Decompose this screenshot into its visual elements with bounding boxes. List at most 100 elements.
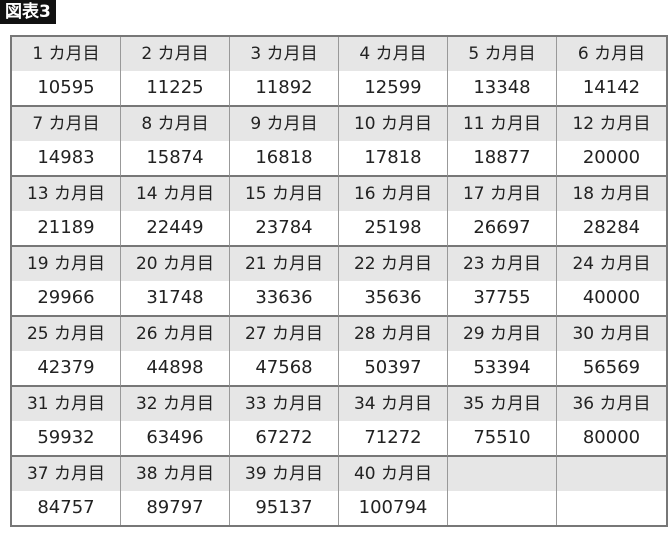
month-label: 30 カ月目 bbox=[557, 317, 666, 351]
month-label bbox=[557, 457, 666, 491]
table-cell: 4 カ月目 12599 bbox=[339, 37, 448, 107]
table-cell: 13 カ月目 21189 bbox=[12, 177, 121, 247]
table-cell: 16 カ月目 25198 bbox=[339, 177, 448, 247]
month-value: 15874 bbox=[121, 141, 229, 175]
table-cell: 33 カ月目 67272 bbox=[230, 387, 339, 457]
table-cell: 6 カ月目 14142 bbox=[557, 37, 666, 107]
month-label: 29 カ月目 bbox=[448, 317, 556, 351]
table-grid: 1 カ月目 10595 2 カ月目 11225 3 カ月目 11892 4 カ月目 12599… bbox=[12, 37, 666, 525]
table-cell: 10 カ月目 17818 bbox=[339, 107, 448, 177]
month-label: 14 カ月目 bbox=[121, 177, 229, 211]
month-label: 23 カ月目 bbox=[448, 247, 556, 281]
table-cell: 11 カ月目 18877 bbox=[448, 107, 557, 177]
month-value: 26697 bbox=[448, 211, 556, 245]
table-cell: 38 カ月目 89797 bbox=[121, 457, 230, 525]
month-value: 22449 bbox=[121, 211, 229, 245]
month-label: 31 カ月目 bbox=[12, 387, 120, 421]
month-label: 35 カ月目 bbox=[448, 387, 556, 421]
month-label: 22 カ月目 bbox=[339, 247, 447, 281]
month-value: 47568 bbox=[230, 351, 338, 385]
month-value: 50397 bbox=[339, 351, 447, 385]
table-cell: 40 カ月目 100794 bbox=[339, 457, 448, 525]
month-value: 25198 bbox=[339, 211, 447, 245]
month-value: 42379 bbox=[12, 351, 120, 385]
month-label: 32 カ月目 bbox=[121, 387, 229, 421]
month-label: 36 カ月目 bbox=[557, 387, 666, 421]
month-value: 13348 bbox=[448, 71, 556, 105]
month-value: 67272 bbox=[230, 421, 338, 455]
month-value: 40000 bbox=[557, 281, 666, 315]
month-value: 71272 bbox=[339, 421, 447, 455]
table-cell: 29 カ月目 53394 bbox=[448, 317, 557, 387]
table-cell: 17 カ月目 26697 bbox=[448, 177, 557, 247]
month-value: 63496 bbox=[121, 421, 229, 455]
month-label: 37 カ月目 bbox=[12, 457, 120, 491]
table-cell: 34 カ月目 71272 bbox=[339, 387, 448, 457]
month-value: 89797 bbox=[121, 491, 229, 525]
month-value: 44898 bbox=[121, 351, 229, 385]
month-value: 53394 bbox=[448, 351, 556, 385]
month-label: 28 カ月目 bbox=[339, 317, 447, 351]
month-value: 59932 bbox=[12, 421, 120, 455]
month-label: 40 カ月目 bbox=[339, 457, 447, 491]
table-cell: 23 カ月目 37755 bbox=[448, 247, 557, 317]
month-label: 16 カ月目 bbox=[339, 177, 447, 211]
table-cell: 37 カ月目 84757 bbox=[12, 457, 121, 525]
table-cell: 30 カ月目 56569 bbox=[557, 317, 666, 387]
month-value bbox=[448, 491, 556, 525]
month-value: 56569 bbox=[557, 351, 666, 385]
month-label: 5 カ月目 bbox=[448, 37, 556, 71]
month-label: 17 カ月目 bbox=[448, 177, 556, 211]
month-label bbox=[448, 457, 556, 491]
table-cell: 15 カ月目 23784 bbox=[230, 177, 339, 247]
month-value: 11892 bbox=[230, 71, 338, 105]
month-value: 10595 bbox=[12, 71, 120, 105]
month-value: 75510 bbox=[448, 421, 556, 455]
month-value: 18877 bbox=[448, 141, 556, 175]
month-label: 39 カ月目 bbox=[230, 457, 338, 491]
table-cell: 3 カ月目 11892 bbox=[230, 37, 339, 107]
month-label: 26 カ月目 bbox=[121, 317, 229, 351]
month-label: 6 カ月目 bbox=[557, 37, 666, 71]
month-value bbox=[557, 491, 666, 525]
table-cell: 1 カ月目 10595 bbox=[12, 37, 121, 107]
month-label: 15 カ月目 bbox=[230, 177, 338, 211]
month-label: 10 カ月目 bbox=[339, 107, 447, 141]
month-label: 7 カ月目 bbox=[12, 107, 120, 141]
month-value: 31748 bbox=[121, 281, 229, 315]
table-cell: 21 カ月目 33636 bbox=[230, 247, 339, 317]
month-value: 33636 bbox=[230, 281, 338, 315]
month-label: 4 カ月目 bbox=[339, 37, 447, 71]
table-cell bbox=[448, 457, 557, 525]
month-value: 11225 bbox=[121, 71, 229, 105]
month-value: 29966 bbox=[12, 281, 120, 315]
month-label: 8 カ月目 bbox=[121, 107, 229, 141]
table-cell: 28 カ月目 50397 bbox=[339, 317, 448, 387]
figure-title: 図表3 bbox=[0, 0, 56, 24]
month-value: 14142 bbox=[557, 71, 666, 105]
table-cell: 12 カ月目 20000 bbox=[557, 107, 666, 177]
month-value: 14983 bbox=[12, 141, 120, 175]
table-cell: 20 カ月目 31748 bbox=[121, 247, 230, 317]
month-label: 2 カ月目 bbox=[121, 37, 229, 71]
table-cell: 19 カ月目 29966 bbox=[12, 247, 121, 317]
month-value: 80000 bbox=[557, 421, 666, 455]
month-value: 35636 bbox=[339, 281, 447, 315]
month-value: 84757 bbox=[12, 491, 120, 525]
table-cell: 32 カ月目 63496 bbox=[121, 387, 230, 457]
table-cell: 25 カ月目 42379 bbox=[12, 317, 121, 387]
month-label: 1 カ月目 bbox=[12, 37, 120, 71]
table-cell: 27 カ月目 47568 bbox=[230, 317, 339, 387]
table-cell: 5 カ月目 13348 bbox=[448, 37, 557, 107]
month-label: 18 カ月目 bbox=[557, 177, 666, 211]
month-value: 100794 bbox=[339, 491, 447, 525]
month-label: 38 カ月目 bbox=[121, 457, 229, 491]
month-label: 34 カ月目 bbox=[339, 387, 447, 421]
month-value: 95137 bbox=[230, 491, 338, 525]
month-label: 13 カ月目 bbox=[12, 177, 120, 211]
table-cell: 24 カ月目 40000 bbox=[557, 247, 666, 317]
month-value: 23784 bbox=[230, 211, 338, 245]
month-label: 33 カ月目 bbox=[230, 387, 338, 421]
table-cell bbox=[557, 457, 666, 525]
month-value: 28284 bbox=[557, 211, 666, 245]
